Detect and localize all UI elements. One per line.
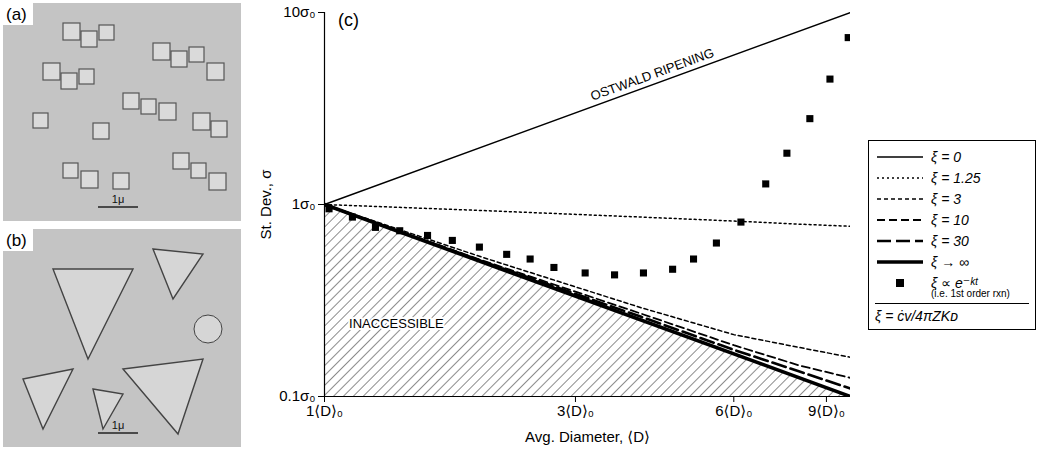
svg-text:INACCESSIBLE: INACCESSIBLE (349, 316, 444, 331)
svg-text:(b): (b) (6, 231, 27, 250)
svg-text:9⟨D⟩₀: 9⟨D⟩₀ (808, 402, 845, 419)
html-text:ξ = 1.25: ξ = 1.25 (931, 169, 981, 186)
svg-text:10σ₀: 10σ₀ (283, 3, 315, 20)
svg-text:OSTWALD RIPENING: OSTWALD RIPENING (588, 45, 716, 104)
html-text:ξ = ċv/4πZKᴅ: ξ = ċv/4πZKᴅ (875, 308, 958, 324)
html-text:ξ = 0: ξ = 0 (931, 148, 961, 165)
svg-text:1σ₀: 1σ₀ (292, 195, 316, 212)
svg-text:1μ: 1μ (112, 419, 124, 431)
svg-text:0.1σ₀: 0.1σ₀ (279, 387, 316, 405)
html-text:(c): (c) (338, 10, 359, 30)
svg-text:1⟨D⟩₀: 1⟨D⟩₀ (306, 402, 343, 419)
svg-text:1μ: 1μ (112, 193, 124, 205)
svg-text:Avg. Diameter, ⟨D⟩: Avg. Diameter, ⟨D⟩ (525, 428, 650, 445)
svg-text:6⟨D⟩₀: 6⟨D⟩₀ (715, 402, 752, 419)
svg-text:3⟨D⟩₀: 3⟨D⟩₀ (557, 402, 594, 419)
html-text:ξ ∝ e⁻ᵏᵗ: ξ ∝ e⁻ᵏᵗ (931, 274, 978, 291)
svg-text:St. Dev., σ: St. Dev., σ (257, 169, 274, 240)
html-text:ξ = 3: ξ = 3 (931, 190, 961, 207)
html-text:(i.e. 1st order rxn): (i.e. 1st order rxn) (931, 288, 1010, 299)
html-text:ξ = 30: ξ = 30 (931, 232, 969, 249)
html-text:ξ = 10: ξ = 10 (931, 211, 969, 228)
svg-text:(a): (a) (6, 5, 27, 24)
html-text:ξ → ∞: ξ → ∞ (931, 253, 969, 270)
